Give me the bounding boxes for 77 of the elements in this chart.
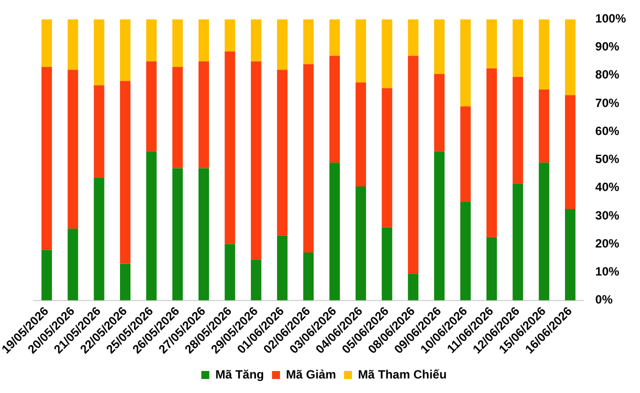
- bar: [41, 66, 52, 250]
- bar: [198, 19, 209, 62]
- bar: [512, 19, 524, 77]
- bar: [172, 66, 183, 168]
- bar: [564, 19, 576, 96]
- bar: [224, 244, 236, 300]
- bar: [303, 252, 314, 300]
- bar: [329, 56, 340, 163]
- y-tick-label: 100%: [595, 12, 626, 26]
- y-tick-label: 0%: [595, 292, 613, 307]
- bar: [434, 74, 445, 152]
- bar: [277, 236, 288, 300]
- legend-label: Mã Giảm: [286, 367, 336, 382]
- bar: [224, 19, 236, 52]
- bar: [198, 61, 209, 168]
- bar: [408, 274, 418, 300]
- y-tick-label: 90%: [595, 40, 620, 54]
- bar: [538, 162, 550, 300]
- bar: [356, 82, 366, 186]
- bar: [41, 19, 52, 67]
- bar: [146, 19, 157, 62]
- bar: [120, 19, 130, 82]
- bar: [172, 19, 183, 67]
- bar: [512, 76, 524, 184]
- bar: [303, 19, 314, 64]
- bar: [94, 19, 104, 86]
- bar: [460, 202, 471, 300]
- bar: [277, 70, 288, 236]
- bar: [486, 68, 497, 238]
- bar: [408, 19, 418, 56]
- bar: [460, 106, 471, 202]
- bar: [382, 227, 392, 300]
- bar: [329, 162, 340, 300]
- bar: [146, 151, 157, 300]
- bar: [198, 168, 209, 300]
- y-tick-label: 70%: [595, 96, 620, 110]
- bar: [382, 88, 392, 228]
- bar: [460, 19, 471, 106]
- y-tick-label: 30%: [595, 208, 620, 222]
- bar: [434, 19, 445, 74]
- bar: [356, 186, 366, 300]
- bar: [68, 228, 78, 300]
- bar: [329, 19, 340, 56]
- bar: [486, 19, 497, 68]
- bar: [250, 61, 262, 260]
- legend-label: Mã Tham Chiếu: [358, 367, 447, 382]
- y-tick-label: 50%: [595, 152, 620, 166]
- bar: [94, 178, 104, 300]
- legend-label: Mã Tăng: [215, 367, 264, 382]
- y-tick-label: 10%: [595, 264, 620, 279]
- y-tick-label: 40%: [595, 180, 620, 194]
- bar: [250, 19, 262, 62]
- bar: [250, 260, 262, 300]
- y-tick-label: 60%: [595, 124, 620, 138]
- bar: [277, 19, 288, 70]
- bar: [303, 64, 314, 253]
- bar: [486, 237, 497, 300]
- bar: [68, 19, 78, 70]
- bar: [68, 70, 78, 229]
- bar: [564, 95, 576, 209]
- bar: [538, 19, 550, 90]
- bar: [41, 250, 52, 300]
- bar: [94, 85, 104, 178]
- bar: [382, 19, 392, 88]
- bar: [408, 56, 418, 274]
- bar: [356, 19, 366, 82]
- bar: [146, 61, 157, 152]
- bar: [512, 184, 524, 300]
- bar: [120, 264, 130, 300]
- bar: [120, 81, 130, 264]
- y-tick-label: 20%: [595, 236, 620, 250]
- bar: [434, 151, 445, 300]
- y-tick-label: 80%: [595, 68, 620, 82]
- bar: [224, 52, 236, 244]
- bar: [564, 208, 576, 300]
- bar: [172, 168, 183, 300]
- bar: [538, 89, 550, 163]
